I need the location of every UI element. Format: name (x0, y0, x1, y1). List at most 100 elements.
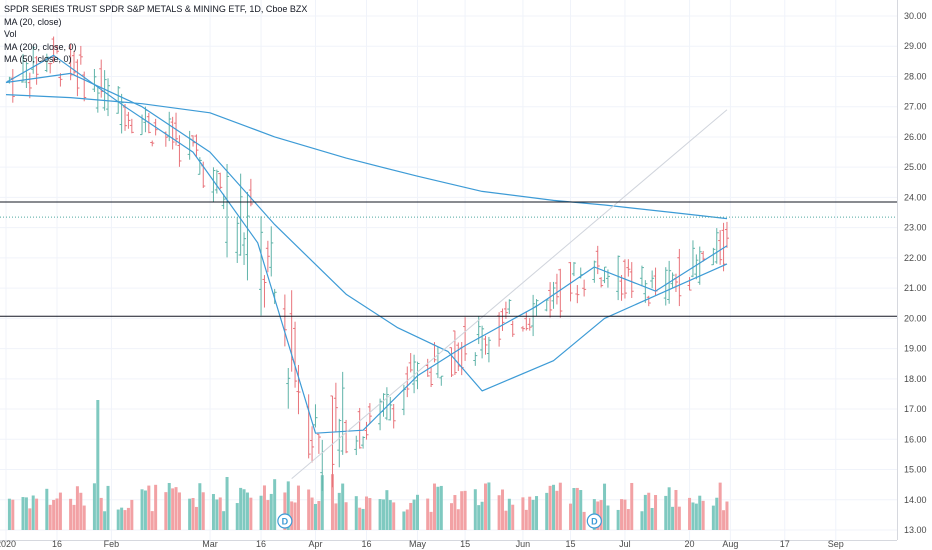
volume-bar (497, 495, 501, 530)
volume-bar (235, 503, 239, 530)
time-tick-label: 2020 (0, 539, 16, 549)
volume-bar (450, 503, 454, 530)
volume-bar (507, 498, 511, 530)
volume-bar (606, 505, 610, 530)
volume-bar (552, 484, 556, 530)
volume-bar (415, 494, 419, 530)
volume-bar (487, 482, 491, 530)
volume-bars (7, 400, 729, 530)
price-tick-label: 28.00 (904, 71, 927, 81)
volume-bar (266, 500, 270, 530)
dividend-marker-label: D (591, 517, 598, 527)
time-tick-label: Jun (516, 539, 531, 549)
time-axis[interactable]: 2020 16 Feb Mar 16 Apr 16 May 15 Jun 15 Jul 20 Aug 17 S… (0, 539, 897, 549)
volume-bar (545, 492, 549, 530)
volume-bar (344, 502, 348, 530)
legend-item-ma20[interactable]: MA (20, close) (4, 16, 62, 27)
time-tick-label: 16 (52, 539, 62, 549)
price-tick-label: 30.00 (904, 11, 927, 21)
volume-bar (293, 502, 297, 530)
volume-bar (378, 499, 382, 530)
price-tick-label: 18.00 (904, 374, 927, 384)
volume-bar (409, 502, 413, 530)
volume-bar (239, 487, 243, 530)
volume-bar (35, 498, 39, 530)
volume-bar (436, 486, 440, 530)
volume-bar (215, 499, 219, 530)
volume-bar (245, 492, 249, 530)
trend-line (291, 109, 728, 479)
volume-bar (45, 488, 49, 530)
volume-bar (402, 511, 406, 530)
volume-bar (222, 511, 226, 530)
time-tick-label: Feb (104, 539, 120, 549)
volume-bar (535, 496, 539, 530)
time-tick-label: Mar (202, 539, 218, 549)
volume-bar (412, 499, 416, 530)
dividend-marker-label: D (282, 517, 289, 527)
time-tick-label: Aug (722, 539, 738, 549)
time-tick-label: 17 (780, 539, 790, 549)
price-axis[interactable]: 13.00 14.00 15.00 16.00 17.00 18.00 19.00 20.00… (897, 0, 932, 550)
moving-average-line (5, 72, 728, 392)
legend-item-ma50[interactable]: MA (50, close, 0) (4, 54, 72, 64)
volume-bar (320, 475, 324, 530)
volume-bar (599, 500, 603, 530)
volume-bar (694, 503, 698, 530)
time-tick-label: 15 (460, 539, 470, 549)
volume-bar (432, 483, 436, 530)
volume-bar (290, 501, 294, 530)
volume-bar (572, 488, 576, 530)
volume-bar (647, 492, 651, 530)
volume-bar (211, 494, 215, 530)
volume-bar (688, 497, 692, 530)
price-tick-label: 14.00 (904, 495, 927, 505)
volume-bar (364, 496, 368, 530)
moving-average-lines (5, 54, 728, 479)
price-tick-label: 25.00 (904, 162, 927, 172)
volume-bar (569, 503, 573, 530)
volume-bar (368, 498, 372, 530)
volume-bar (242, 489, 246, 530)
volume-bar (511, 504, 515, 530)
volume-bar (140, 489, 144, 530)
volume-bar (164, 492, 168, 530)
volume-bar (116, 509, 120, 530)
volume-bar (643, 494, 647, 530)
volume-bar (548, 485, 552, 530)
volume-bar (307, 489, 311, 530)
volume-bar (21, 497, 25, 530)
price-tick-label: 19.00 (904, 344, 927, 354)
price-tick-label: 17.00 (904, 404, 927, 414)
volume-bar (198, 483, 202, 530)
volume-bar (725, 501, 729, 530)
moving-average-line (5, 94, 728, 220)
volume-bar (650, 507, 654, 530)
volume-bar (439, 485, 443, 530)
volume-bar (677, 506, 681, 530)
volume-bar (82, 505, 86, 530)
volume-bar (473, 489, 477, 530)
volume-bar (174, 487, 178, 530)
volume-bar (123, 510, 127, 530)
volume-bar (313, 503, 317, 530)
volume-bar (11, 499, 15, 530)
legend-item-vol[interactable]: Vol (4, 29, 17, 39)
time-tick-label: Apr (308, 539, 322, 549)
volume-bar (626, 509, 630, 530)
volume-bar (69, 498, 73, 530)
volume-bar (358, 507, 362, 530)
price-axis-bg (897, 0, 932, 550)
price-tick-label: 23.00 (904, 223, 927, 233)
volume-bar (188, 498, 192, 530)
volume-bar (337, 492, 341, 530)
volume-bar (334, 503, 338, 530)
volume-bar (167, 482, 171, 530)
volume-bar (616, 509, 620, 530)
volume-bar (194, 506, 198, 530)
volume-bar (715, 497, 719, 530)
volume-bar (426, 498, 430, 530)
legend-item-ma200[interactable]: MA (200, close, 0) (4, 41, 77, 52)
volume-bar (674, 489, 678, 530)
